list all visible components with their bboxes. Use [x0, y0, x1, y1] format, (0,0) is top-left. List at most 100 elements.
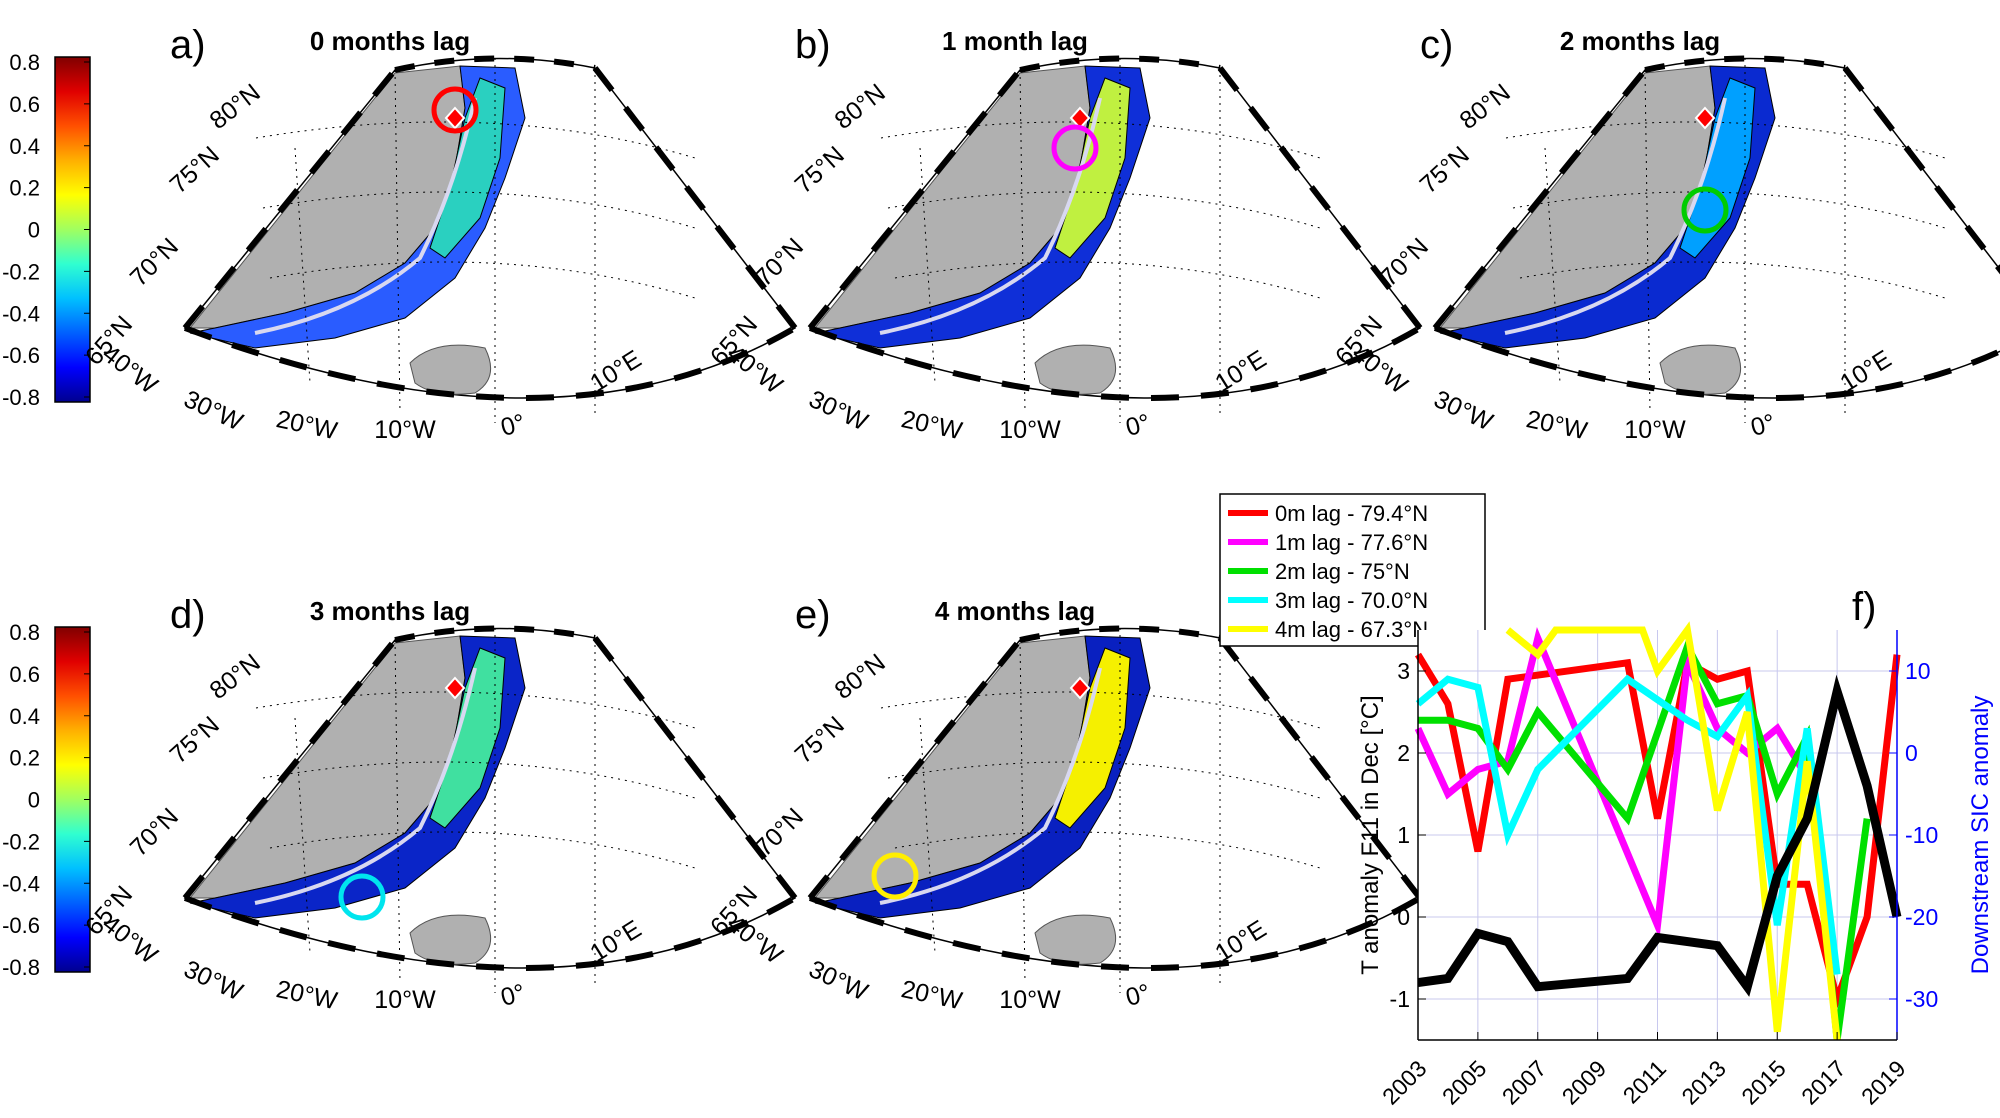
colorbar-tick-label: 0.4 [9, 134, 40, 159]
longitude-label: 20°W [1524, 405, 1590, 445]
lag-location-circle [871, 852, 919, 900]
mooring-marker [1694, 106, 1716, 130]
frame-right-ticks [1217, 636, 1423, 900]
meridian-gridline [394, 69, 401, 414]
frame-top-ticks [1644, 55, 1846, 73]
latitude-label: 75°N [790, 711, 850, 769]
panel-label: e) [795, 593, 831, 637]
longitude-label: 20°W [899, 975, 965, 1015]
y-tick-label-right: 0 [1905, 740, 1918, 766]
frame-left-ticks [182, 68, 398, 330]
longitude-label: 10°W [999, 416, 1061, 444]
latitude-label: 80°N [829, 648, 890, 704]
latitude-label: 75°N [790, 141, 850, 199]
panel-title: 1 month lag [942, 26, 1088, 56]
latitude-label: 75°N [1415, 141, 1475, 199]
legend-label: 2m lag - 75°N [1275, 559, 1410, 584]
frame-right-ticks [592, 66, 798, 330]
parallel-gridline [262, 761, 696, 799]
lag-location-circle [1681, 186, 1729, 234]
parallel-gridline [887, 191, 1321, 229]
frame-right-ticks [592, 636, 798, 900]
colorbar-tick-label: 0.8 [9, 50, 40, 75]
panel-label: a) [170, 23, 206, 67]
meridian-gridline [1544, 147, 1561, 384]
y-tick-label-left: 2 [1397, 740, 1410, 766]
longitude-label: 0° [1748, 409, 1778, 442]
meridian-gridline [919, 147, 936, 384]
y-tick-label-left: -1 [1390, 986, 1410, 1012]
legend-label: 0m lag - 79.4°N [1275, 501, 1428, 526]
latitude-label: 75°N [165, 141, 225, 199]
x-tick-label: 2019 [1856, 1055, 1911, 1110]
lag-location-circle [338, 873, 386, 921]
parallel-gridline [255, 121, 696, 159]
significance-contour [254, 97, 477, 335]
legend: 0m lag - 79.4°N 1m lag - 77.6°N 2m lag - 7… [1219, 493, 1486, 647]
frame-left-ticks [1432, 68, 1648, 330]
legend-label: 4m lag - 67.3°N [1275, 617, 1428, 642]
significance-contour [1504, 97, 1727, 335]
frame-bottom-ticks [808, 325, 1422, 401]
colorbar-tick-label: -0.8 [2, 385, 40, 410]
longitude-label: 20°W [899, 405, 965, 445]
parallel-gridline [1512, 191, 1946, 229]
parallel-gridline [255, 691, 696, 729]
x-tick-label: 2007 [1497, 1055, 1552, 1110]
colorbar-bottom: 0.8 0.6 0.4 0.2 0 -0.2 -0.4 -0.6 -0.8 [2, 620, 91, 980]
colorbar-tick-label: 0.8 [9, 620, 40, 645]
panel-title: 4 months lag [935, 596, 1095, 626]
colorbar-tick-label: -0.6 [2, 913, 40, 938]
meridian-gridline [294, 717, 311, 954]
panel-title: 0 months lag [310, 26, 470, 56]
colorbar-tick-label: 0 [28, 218, 40, 243]
frame-right-ticks [1217, 66, 1423, 330]
frame-top-ticks [394, 55, 596, 73]
frame-top-ticks [1019, 55, 1221, 73]
latitude-label: 80°N [1454, 78, 1515, 134]
legend-label: 3m lag - 70.0°N [1275, 588, 1428, 613]
colorbar-tick-label: -0.4 [2, 301, 40, 326]
x-tick-label: 2009 [1557, 1055, 1612, 1110]
series-line-1 [1414, 627, 1811, 939]
mooring-marker [1069, 676, 1091, 700]
frame-left-ticks [182, 638, 398, 900]
x-tick-label: 2015 [1736, 1055, 1791, 1110]
frame-top-ticks [1019, 625, 1221, 643]
y-tick-label-left: 0 [1397, 904, 1410, 930]
frame-bottom-ticks [183, 895, 797, 971]
parallel-gridline [880, 121, 1321, 159]
lag-location-circle [431, 86, 479, 134]
y-tick-label-left: 1 [1397, 822, 1410, 848]
frame-bottom-ticks [183, 325, 797, 401]
longitude-label: 30°W [805, 955, 873, 1006]
significance-contour [879, 97, 1102, 335]
longitude-label: 30°W [805, 385, 873, 436]
colorbar-tick-label: -0.2 [2, 259, 40, 284]
colorbar-tick-label: 0.6 [9, 92, 40, 117]
meridian-gridline [294, 147, 311, 384]
frame-left-ticks [807, 638, 1023, 900]
longitude-label: 0° [1123, 979, 1153, 1012]
frame-bottom-ticks [808, 895, 1422, 971]
latitude-label: 70°N [125, 803, 184, 862]
latitude-label: 80°N [204, 648, 265, 704]
y-axis-label-right: Downstream SIC anomaly [1967, 696, 1994, 975]
longitude-label: 10°W [374, 986, 436, 1014]
meridian-gridline [1644, 69, 1651, 414]
mooring-marker [444, 676, 466, 700]
series-line-3 [1415, 674, 1841, 975]
colorbar-tick-label: -0.6 [2, 343, 40, 368]
parallel-gridline [262, 191, 696, 229]
panel-label: d) [170, 593, 206, 637]
series-line-5 [1417, 674, 1902, 997]
longitude-label: 0° [498, 979, 528, 1012]
y-tick-label-right: 10 [1905, 658, 1931, 684]
panel-title: 3 months lag [310, 596, 470, 626]
significance-contour [879, 667, 1102, 905]
meridian-gridline [1019, 69, 1026, 414]
longitude-label: 10°W [1624, 416, 1686, 444]
latitude-label: 80°N [204, 78, 265, 134]
